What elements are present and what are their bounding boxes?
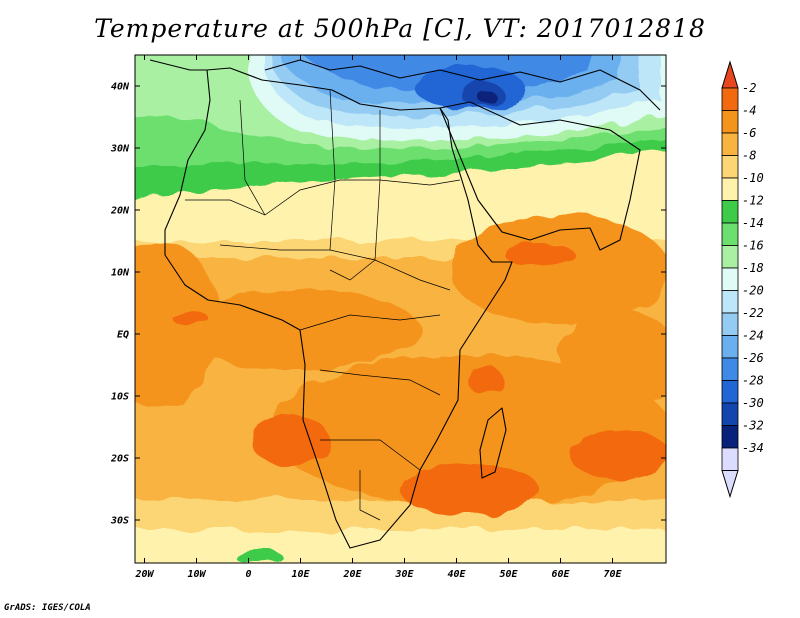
colorbar-label: -34: [742, 441, 764, 455]
colorbar-bin: [721, 177, 739, 201]
colorbar-label: -4: [742, 104, 756, 118]
colorbar-label: -30: [742, 396, 764, 410]
colorbar-bins: [721, 87, 739, 471]
lat-label: 20S: [110, 454, 129, 465]
warm-patch-west: [135, 240, 220, 410]
lat-label: 30N: [110, 144, 130, 155]
colorbar-label: -10: [742, 171, 764, 185]
colorbar-bin: [721, 87, 739, 111]
lon-label: 10E: [291, 569, 310, 580]
colorbar-bin: [721, 425, 739, 449]
colorbar-label: -12: [742, 194, 764, 208]
lon-label: 0: [245, 569, 251, 580]
colorbar-bin: [721, 245, 739, 269]
colorbar-label: -28: [742, 374, 764, 388]
field-minus32: [477, 89, 495, 103]
congo-border: [319, 369, 441, 396]
colorbar-bin: [721, 312, 739, 336]
botswana-border: [359, 470, 381, 521]
lon-label: 50E: [499, 569, 518, 580]
hot-patch-angola: [250, 415, 330, 465]
lat-label: 40N: [111, 82, 130, 93]
colorbar-bin: [721, 110, 739, 134]
arabia-india-coastline: [439, 101, 641, 251]
lon-label: 70E: [603, 569, 622, 580]
map-title: Temperature at 500hPa [C], VT: 201701281…: [94, 14, 706, 43]
colorbar-label: -24: [742, 329, 764, 343]
longitude-labels: 20W 10W 0 10E 20E 30E 40E 50E 60E 70E: [134, 569, 622, 580]
plot-frame: [134, 54, 667, 564]
hot-patch-gulf-guinea: [172, 310, 208, 326]
sahel-border: [185, 179, 461, 216]
colorbar-bin: [721, 155, 739, 179]
mediterranean-coastline: [264, 59, 661, 111]
colorbar-label: -32: [742, 419, 764, 433]
field-south-minus10: [135, 530, 666, 563]
colorbar-label: -8: [742, 149, 756, 163]
colorbar-top-arrow: [721, 60, 739, 89]
hot-patch-tanzania: [467, 366, 503, 394]
colorbar-bin: [721, 402, 739, 426]
lat-label: 10N: [111, 268, 130, 279]
colorbar: -2 -4 -6 -8 -10 -12 -14 -16 -18 -20 -22 -24 -26 -28 -3…: [721, 60, 764, 499]
equatorial-border: [299, 314, 441, 331]
latitude-labels: 40N 30N 20N 10N EQ 10S 20S 30S: [110, 82, 130, 527]
colorbar-label: -18: [742, 261, 764, 275]
country-borders: [185, 89, 461, 521]
colorbar-bin: [721, 132, 739, 156]
colorbar-label: -14: [742, 216, 764, 230]
lon-label: 60E: [551, 569, 570, 580]
west-central-border: [219, 244, 451, 291]
algeria-border: [239, 99, 266, 216]
hot-patch-east: [570, 430, 666, 480]
colorbar-labels: -2 -4 -6 -8 -10 -12 -14 -16 -18 -20 -22 -24 -26 -28 -3…: [742, 81, 764, 455]
colorbar-bin: [721, 380, 739, 404]
lat-label: 30S: [110, 516, 129, 527]
colorbar-label: -22: [742, 306, 764, 320]
hot-patch-madagascar: [400, 465, 540, 515]
colorbar-bottom-arrow: [721, 470, 739, 499]
lon-label: 20W: [134, 569, 154, 580]
axis-ticks: [135, 55, 666, 563]
madagascar-coastline: [479, 407, 507, 479]
lon-label: 30E: [394, 569, 414, 580]
warm-patch-southern: [270, 355, 666, 505]
warm-patch-indian: [560, 310, 666, 410]
colorbar-bin: [721, 267, 739, 291]
colorbar-label: -20: [742, 284, 764, 298]
colorbar-label: -2: [742, 81, 756, 95]
iberia-coastline: [149, 59, 207, 71]
colorbar-bin: [721, 447, 739, 471]
lat-label: EQ: [117, 330, 129, 341]
lat-label: 20N: [110, 206, 130, 217]
southern-border: [320, 439, 421, 471]
colorbar-bin: [721, 222, 739, 246]
libya-chad-border: [329, 89, 336, 251]
colorbar-bin: [721, 200, 739, 224]
colorbar-bin: [721, 290, 739, 314]
colorbar-bin: [721, 335, 739, 359]
lon-label: 20E: [342, 569, 362, 580]
warm-patch-arabia: [450, 215, 666, 325]
lon-label: 40E: [447, 569, 466, 580]
colorbar-label: -6: [742, 126, 756, 140]
temperature-field: [135, 55, 666, 563]
colorbar-label: -16: [742, 239, 764, 253]
hot-patch-somalia: [505, 243, 575, 267]
colorbar-label: -26: [742, 351, 764, 365]
lat-label: 10S: [111, 392, 129, 403]
grads-credit: GrADS: IGES/COLA: [4, 603, 91, 613]
colorbar-bin: [721, 357, 739, 381]
cool-patch-south-atlantic: [234, 549, 282, 563]
lon-label: 10W: [187, 569, 206, 580]
